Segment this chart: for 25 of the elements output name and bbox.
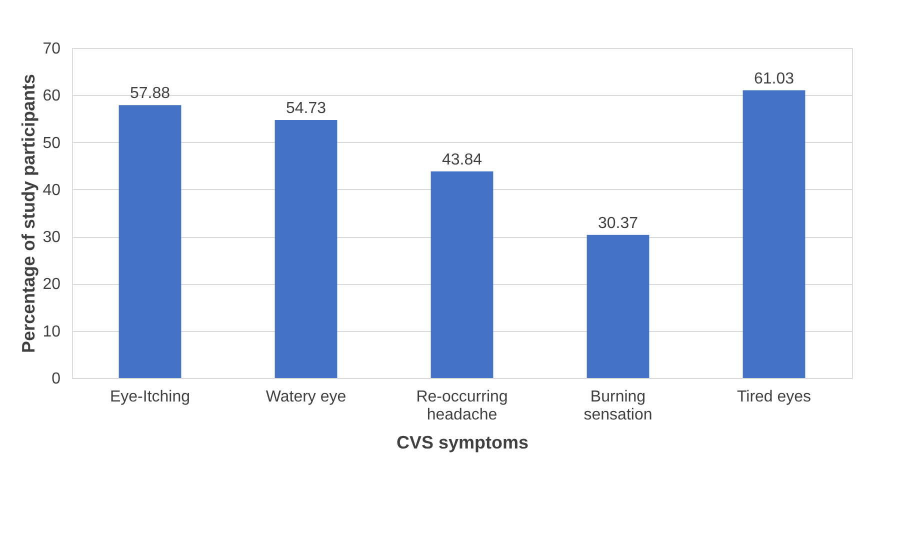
data-label: 30.37: [598, 214, 638, 232]
y-axis-title: Percentage of study participants: [18, 74, 39, 354]
x-tick-label: Watery eye: [266, 388, 346, 406]
data-label: 43.84: [442, 151, 482, 168]
x-tick-label: Eye-Itching: [110, 388, 190, 406]
y-tick-label: 40: [42, 182, 61, 199]
x-tick-label: Re-occurring headache: [416, 388, 508, 424]
bar: [742, 90, 806, 378]
x-tick-label: Tired eyes: [736, 388, 812, 406]
y-tick-label: 10: [42, 323, 61, 340]
y-tick-label: 70: [42, 40, 61, 58]
x-tick-label: Burning sensation: [584, 388, 652, 424]
bar: [586, 234, 650, 378]
y-tick-label: 60: [42, 88, 61, 105]
y-tick-label: 30: [42, 229, 61, 246]
data-label: 57.88: [130, 85, 170, 102]
x-axis-title: CVS symptoms: [396, 432, 529, 452]
y-tick-label: 20: [42, 276, 61, 294]
data-label: 54.73: [286, 100, 326, 117]
data-label: 61.03: [754, 70, 794, 88]
y-tick-label: 50: [42, 134, 61, 152]
bar: [274, 120, 338, 378]
bar: [430, 171, 494, 378]
y-tick-label: 0: [52, 370, 61, 388]
bar: [118, 105, 182, 378]
